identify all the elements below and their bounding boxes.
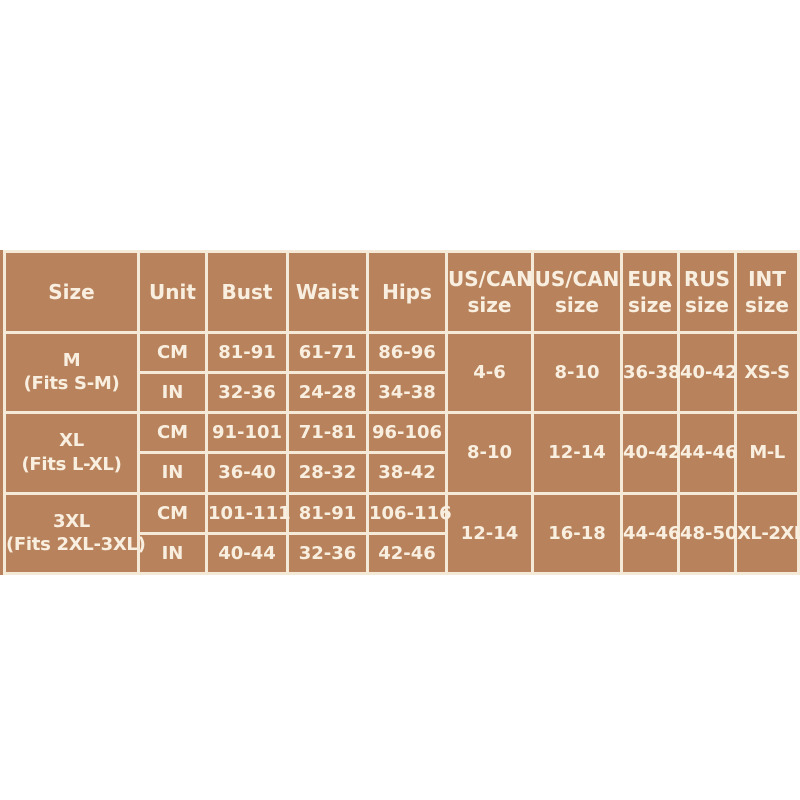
cell-xl-in-bust: 36-40 [205,451,289,495]
cell-3xl-in-hips: 42-46 [366,531,448,576]
cell-m-int: XS-S [734,330,800,414]
size-label: 3XL [53,510,90,532]
cell-xl-uscan-a: 8-10 [445,411,534,495]
column-header-waist: Waist [286,250,369,334]
cell-3xl-cm-waist: 81-91 [286,491,369,535]
row-m-cm: M (Fits S-M) CM 81-91 61-71 86-96 4-6 8-… [3,330,800,414]
cell-xl-in-waist: 28-32 [286,451,369,495]
size-fits-label: (Fits S-M) [23,373,120,395]
cell-m-in-hips: 34-38 [366,370,448,415]
size-fits-label: (Fits 2XL-3XL) [6,534,146,556]
cell-3xl-in-waist: 32-36 [286,531,369,576]
cell-m-unit-in: IN [137,370,208,415]
cell-3xl-unit-cm: CM [137,491,208,535]
column-header-hips: Hips [366,250,448,334]
size-chart-table: Size Unit Bust Waist Hips US/CAN size US… [3,250,800,576]
size-label: M [62,349,81,371]
row-3xl-cm: 3XL (Fits 2XL-3XL) CM 101-111 81-91 106-… [3,491,800,575]
size-label: XL [59,430,84,452]
header-row: Size Unit Bust Waist Hips US/CAN size US… [3,250,800,334]
cell-3xl-eur: 44-46 [620,491,681,575]
cell-xl-int: M-L [734,411,800,495]
cell-xl-unit-cm: CM [137,410,208,455]
row-m-in: IN 32-36 24-28 34-38 [5,370,799,415]
cell-size-m: M (Fits S-M) [3,330,140,414]
cell-3xl-unit-in: IN [137,531,208,576]
cell-size-3xl: 3XL (Fits 2XL-3XL) [3,491,146,575]
cell-xl-eur: 40-42 [620,411,681,495]
column-header-rus: RUS size [677,250,737,334]
cell-xl-uscan-b: 12-14 [531,411,623,495]
column-header-bust: Bust [205,250,289,334]
column-header-eur: EUR size [620,250,680,334]
cell-m-in-bust: 32-36 [205,370,289,415]
column-header-int: INT size [734,250,800,334]
cell-m-cm-hips: 86-96 [366,330,448,374]
size-fits-label: (Fits L-XL) [21,453,122,475]
cell-m-uscan-a: 4-6 [445,330,534,414]
size-chart: Size Unit Bust Waist Hips US/CAN size US… [0,250,800,576]
column-header-unit: Unit [137,250,208,334]
column-header-uscan-a: US/CAN size [445,250,534,334]
cell-xl-unit-in: IN [137,451,208,495]
cell-3xl-int: XL-2XL [734,491,800,575]
cell-xl-cm-waist: 71-81 [286,410,369,455]
cell-3xl-uscan-b: 16-18 [531,491,623,575]
cell-xl-in-hips: 38-42 [366,451,448,495]
cell-3xl-cm-bust: 101-111 [205,491,291,535]
cell-m-eur: 36-38 [620,330,681,414]
cell-3xl-cm-hips: 106-116 [366,491,452,535]
cell-m-uscan-b: 8-10 [531,330,623,414]
cell-m-cm-bust: 81-91 [205,330,289,374]
cell-m-in-waist: 24-28 [286,370,369,415]
row-3xl-in: IN 40-44 32-36 42-46 [5,531,799,576]
cell-m-rus: 40-42 [677,330,738,414]
cell-xl-cm-hips: 96-106 [366,410,448,455]
cell-m-unit-cm: CM [137,330,208,374]
cell-size-xl: XL (Fits L-XL) [3,411,140,495]
cell-xl-cm-bust: 91-101 [205,410,289,455]
cell-xl-rus: 44-46 [677,411,738,495]
column-header-size: Size [3,250,140,334]
cell-3xl-uscan-a: 12-14 [445,491,534,575]
cell-m-cm-waist: 61-71 [286,330,369,374]
row-xl-cm: XL (Fits L-XL) CM 91-101 71-81 96-106 8-… [3,410,800,495]
cell-3xl-in-bust: 40-44 [205,531,289,576]
row-xl-in: IN 36-40 28-32 38-42 [5,451,799,495]
cell-3xl-rus: 48-50 [677,491,738,575]
column-header-uscan-b: US/CAN size [531,250,623,334]
